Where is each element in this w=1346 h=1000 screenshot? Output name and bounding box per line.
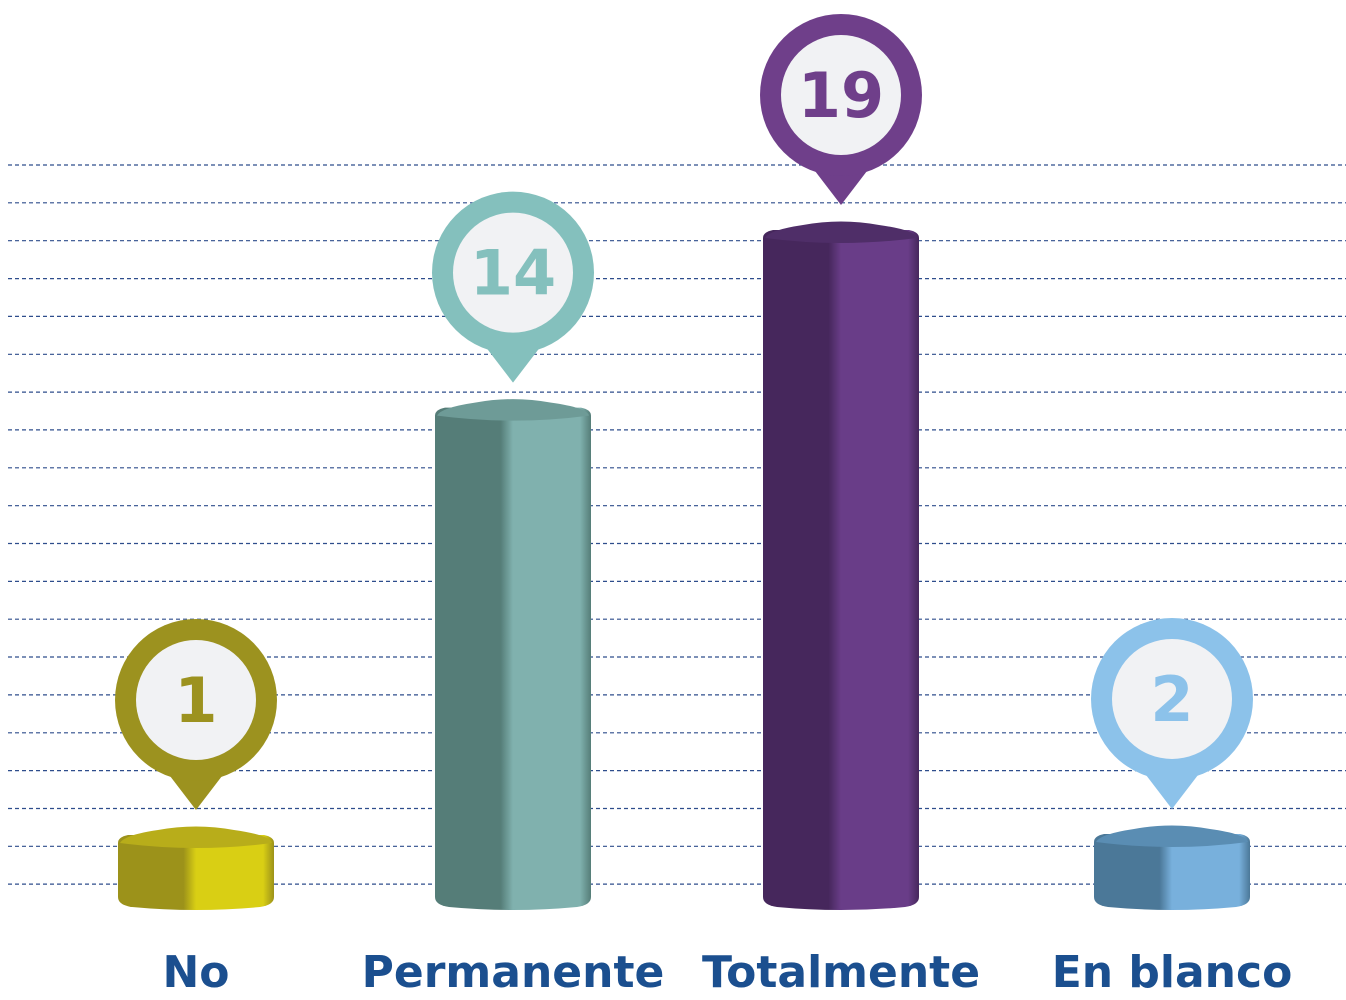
bar-top bbox=[120, 826, 272, 848]
value-pin-totalmente: 19 bbox=[760, 14, 922, 205]
bar-body bbox=[1094, 833, 1250, 910]
pin-pointer bbox=[1146, 774, 1198, 809]
pin-center bbox=[453, 212, 573, 333]
pin-pointer bbox=[815, 171, 867, 205]
category-label: Totalmente bbox=[702, 947, 980, 998]
bar-permanente bbox=[435, 399, 591, 910]
value-pin-no: 1 bbox=[115, 619, 277, 810]
bars bbox=[118, 221, 1250, 910]
value-pin-en-blanco: 2 bbox=[1091, 617, 1253, 809]
pin-pointer bbox=[170, 776, 222, 810]
data-label: 2 bbox=[1150, 663, 1193, 736]
bar-top bbox=[437, 399, 589, 421]
bar-body bbox=[763, 230, 919, 910]
pin-center bbox=[136, 640, 256, 760]
bar-en-blanco bbox=[1094, 825, 1250, 910]
data-label: 1 bbox=[174, 664, 217, 737]
value-pins: 1 14 19 2 bbox=[115, 14, 1253, 810]
category-label: Permanente bbox=[362, 947, 665, 998]
category-label: En blanco bbox=[1052, 947, 1293, 998]
category-label: No bbox=[162, 947, 229, 998]
pin-center bbox=[781, 35, 901, 155]
value-pin-permanente: 14 bbox=[432, 191, 594, 383]
data-label: 14 bbox=[470, 237, 556, 310]
pin-pointer bbox=[487, 348, 539, 383]
bar-top bbox=[765, 221, 917, 243]
bar-top bbox=[1096, 825, 1248, 847]
bar-no bbox=[118, 826, 274, 910]
pin-center bbox=[1112, 638, 1232, 759]
bar-totalmente bbox=[763, 221, 919, 910]
bar-body bbox=[435, 407, 591, 910]
category-labels: No Permanente Totalmente En blanco bbox=[162, 947, 1292, 998]
data-label: 19 bbox=[798, 59, 884, 132]
bar-body bbox=[118, 835, 274, 910]
